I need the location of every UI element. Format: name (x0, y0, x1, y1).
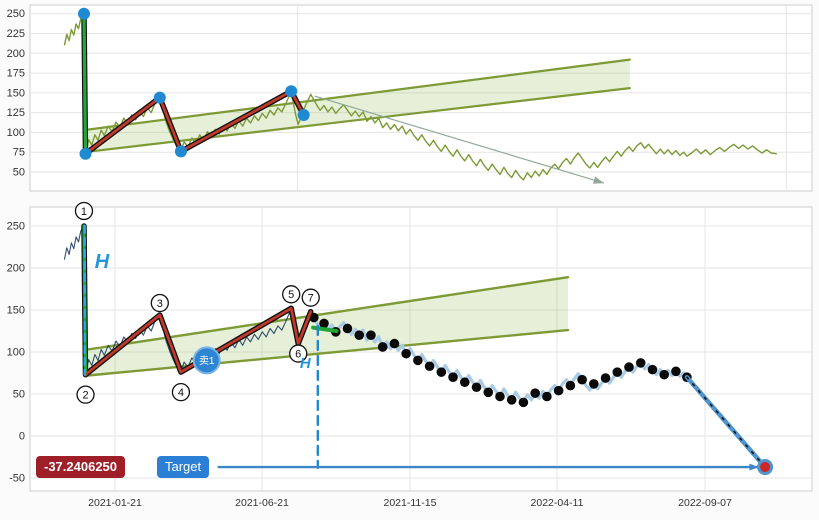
price-dot (577, 374, 587, 385)
pivot-number-circle (150, 293, 169, 313)
pivot-number-text: 6 (295, 348, 301, 360)
price-dot (377, 342, 388, 352)
y-tick-label: 150 (7, 304, 25, 316)
target-dot (757, 459, 774, 476)
price-dot (424, 361, 435, 372)
target-value-badge: -37.2406250 (36, 456, 126, 478)
y-tick-label: 225 (7, 28, 25, 40)
price-dot (401, 348, 411, 359)
price-dot (389, 338, 400, 349)
x-tick-label: 2022-09-07 (678, 497, 732, 509)
y-tick-label: 150 (7, 87, 25, 99)
price-dot (319, 318, 329, 329)
pivot-dot (285, 85, 298, 98)
y-tick-label: 250 (7, 8, 25, 20)
price-dot (366, 330, 376, 340)
price-dot (471, 382, 482, 393)
pivot-number-circle (289, 344, 308, 363)
y-tick-label: 0 (19, 430, 25, 442)
zigzag-body (84, 306, 313, 377)
y-tick-label: 200 (7, 262, 25, 274)
pivot-number-text: 1 (81, 206, 87, 218)
y-tick-label: 100 (7, 127, 25, 139)
projection-dotted-overlay (686, 376, 766, 468)
y-tick-label: 100 (7, 346, 25, 358)
pivot-dot (297, 109, 310, 122)
downtrend-arrow (314, 95, 605, 184)
pivot-number-text: 5 (288, 289, 294, 301)
y-tick-label: 125 (7, 107, 25, 119)
pivot-number-circle (171, 382, 191, 402)
y-tick-label: 200 (7, 48, 25, 60)
top-chart: 250 225 200 175 150 125 100 75 50 (7, 4, 813, 192)
pivot-number-circle (76, 385, 95, 404)
pivot-dot (77, 7, 90, 20)
price-dot (518, 397, 529, 408)
h-label: H (300, 355, 312, 372)
pivot-number-circle (301, 288, 320, 307)
y-tick-label: 175 (7, 68, 25, 80)
pivot-dot (79, 147, 92, 160)
price-dot (635, 358, 646, 368)
y-tick-label: 50 (13, 167, 25, 179)
y-tick-label: -50 (9, 472, 25, 484)
price-dot (612, 367, 623, 377)
price-dot (671, 366, 681, 377)
h-label: H (95, 251, 110, 273)
price-dot (436, 367, 447, 377)
price-dot (413, 355, 423, 366)
y-tick-label: 50 (13, 388, 25, 400)
price-dot (506, 395, 517, 405)
x-tick-label: 2021-06-21 (235, 497, 289, 509)
price-dot (342, 323, 353, 334)
x-tick-label: 2022-04-11 (531, 497, 584, 509)
x-tick-label: 2021-01-21 (88, 497, 142, 509)
pivot-number-circle (282, 285, 301, 304)
pivot-number-text: 3 (157, 298, 163, 310)
y-tick-label: 250 (7, 220, 25, 232)
plot-area (29, 206, 813, 492)
pivot-dot (174, 145, 187, 158)
price-dot (589, 379, 599, 389)
y-tick-label: 75 (13, 147, 25, 159)
price-dot (600, 373, 611, 383)
sell-marker (192, 346, 221, 375)
price-dot (542, 391, 552, 402)
pivot-number-text: 2 (82, 389, 88, 401)
target-arrow-head (749, 463, 759, 471)
price-dot (565, 380, 576, 391)
downtrend-arrow-head (593, 176, 604, 184)
pivot-number-text: 7 (308, 292, 314, 304)
lower-trendline (86, 328, 570, 377)
bottom-chart: 250 200 150 100 50 0 -50 2021-01-21 2021-06-21 20… (7, 201, 813, 509)
pivot-dot (153, 91, 166, 104)
price-dot (530, 388, 540, 398)
zigzag-impulse-segment (82, 12, 88, 156)
price-dot (354, 330, 365, 340)
price-dot (624, 362, 634, 372)
pivot-number-circle (74, 201, 94, 221)
price-dot (553, 385, 564, 396)
x-tick-label: 2021-11-15 (384, 497, 437, 509)
price-dot (459, 377, 470, 388)
target-label-badge: Target (157, 456, 210, 478)
pivot-number-text: 4 (178, 387, 184, 399)
sell-marker-text: 卖1 (199, 355, 215, 367)
price-dot (483, 387, 494, 398)
price-dot (495, 391, 505, 402)
price-dot (647, 364, 658, 375)
upper-trendline (82, 58, 631, 132)
price-dot (448, 372, 458, 382)
price-dot (659, 369, 670, 380)
